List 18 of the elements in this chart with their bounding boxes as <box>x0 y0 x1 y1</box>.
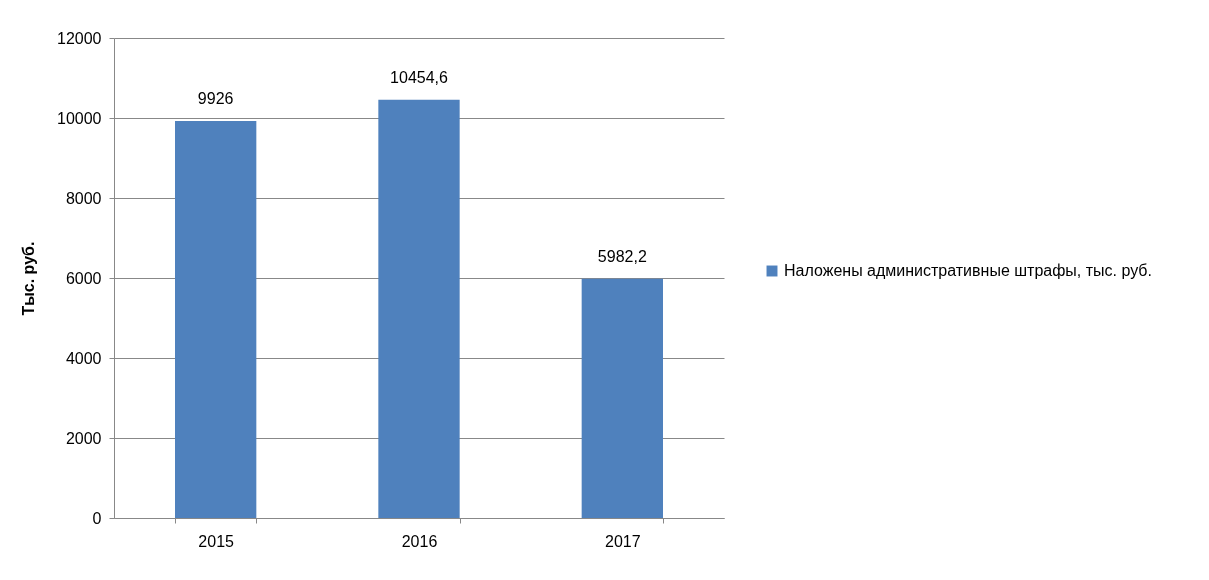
data-label: 5982,2 <box>597 247 647 265</box>
y-tick-label: 4000 <box>65 349 102 367</box>
data-label: 9926 <box>197 89 234 107</box>
x-tick-label: 2016 <box>401 532 438 550</box>
x-tick-label: 2017 <box>605 532 641 550</box>
y-tick-label: 0 <box>92 509 102 527</box>
y-tick-label: 10000 <box>57 109 102 127</box>
x-tick-label: 2015 <box>198 532 235 550</box>
bar <box>581 278 663 518</box>
y-tick-label: 12000 <box>57 29 102 47</box>
legend-label: Наложены административные штрафы, тыс. руб. <box>784 262 1152 279</box>
data-label: 10454,6 <box>390 68 449 86</box>
bar <box>175 120 257 518</box>
y-axis-title: Тыс. руб. <box>20 241 38 316</box>
y-tick-label: 6000 <box>65 269 102 287</box>
y-tick-label: 2000 <box>65 429 102 447</box>
y-tick-label: 8000 <box>65 189 102 207</box>
bar <box>378 99 460 518</box>
